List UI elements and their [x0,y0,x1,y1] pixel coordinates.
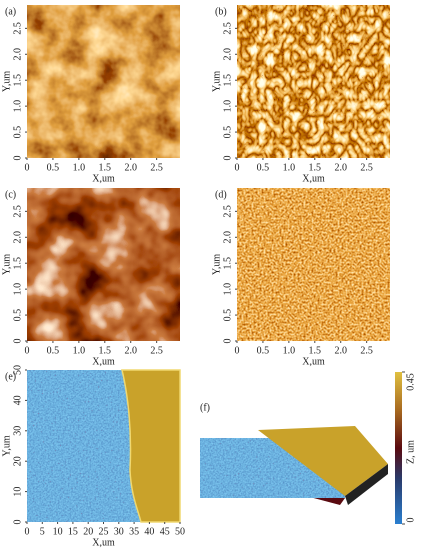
panel-label: (e) [5,371,16,382]
y-tick-label: 0.5 [222,126,233,139]
panel-label: (f) [200,402,210,413]
x-tick-label: 40 [144,526,154,537]
y-tick-label: 2.0 [12,231,23,244]
y-tick-label: 1.5 [222,74,233,87]
slab-edge [345,464,388,505]
x-axis-label: X,um [302,356,325,367]
x-tick-label: 15 [68,526,78,537]
colorbar-tick-label: 0.45 [405,373,416,391]
x-tick-label: 5 [40,526,45,537]
x-tick-label: 2.0 [334,345,347,356]
y-axis-label: Y,um [1,254,12,275]
x-tick-label: 50 [175,526,185,537]
y-tick-label: 2.5 [12,205,23,218]
y-tick-label: 0.5 [12,309,23,322]
x-tick-label: 10 [53,526,63,537]
y-tick-label: 0 [12,339,23,344]
x-axis-label: X,um [302,173,325,184]
x-tick-label: 1.5 [309,162,322,173]
y-tick-label: 2.5 [12,22,23,34]
afm-image [237,188,390,341]
x-axis-label: X,um [92,356,115,367]
panel-label: (b) [215,6,227,17]
y-tick-label: 1.0 [12,100,23,113]
y-tick-label: 0 [12,156,23,161]
y-tick-label: 2.5 [222,22,233,34]
y-tick-label: 1.0 [12,283,23,296]
colorbar-tick-label: 0 [405,518,416,523]
y-tick-label: 10 [12,487,23,497]
colorbar-label: Z, um [405,440,416,464]
y-tick-label: 20 [12,456,23,466]
x-tick-label: 25 [99,526,109,537]
x-tick-label: 0 [25,526,30,537]
x-tick-label: 0.5 [47,162,60,173]
x-tick-label: 0.5 [257,345,270,356]
y-tick-label: 2.0 [222,231,233,244]
x-tick-label: 1.0 [283,345,296,356]
y-tick-label: 40 [12,395,23,405]
colorbar [395,372,402,524]
x-tick-label: 2.5 [150,162,163,173]
x-axis-label: X,um [92,537,115,548]
x-tick-label: 0 [235,162,240,173]
y-tick-label: 1.0 [222,100,233,113]
y-tick-label: 2.5 [222,205,233,218]
x-tick-label: 1.5 [99,162,112,173]
x-tick-label: 0.5 [47,345,60,356]
afm-image [27,5,180,158]
x-tick-label: 45 [160,526,170,537]
x-tick-label: 2.0 [124,162,137,173]
y-tick-label: 0.5 [12,126,23,139]
afm-image [237,5,390,158]
x-tick-label: 35 [129,526,139,537]
x-tick-label: 2.0 [334,162,347,173]
y-tick-label: 0 [222,156,233,161]
panel-label: (c) [5,189,16,200]
y-tick-label: 1.5 [222,257,233,270]
x-tick-label: 1.0 [73,162,86,173]
x-tick-label: 2.5 [360,162,373,173]
y-tick-label: 0 [222,339,233,344]
afm-image [27,188,180,341]
surface-yellow [258,426,388,496]
x-tick-label: 1.0 [283,162,296,173]
x-tick-label: 2.5 [360,345,373,356]
x-tick-label: 0.5 [257,162,270,173]
x-tick-label: 2.5 [150,345,163,356]
y-tick-label: 1.5 [12,74,23,87]
x-axis-label: X,um [92,173,115,184]
panel-label: (a) [5,6,16,17]
y-axis-label: Y,um [1,435,12,456]
x-tick-label: 1.5 [309,345,322,356]
y-tick-label: 0 [12,520,23,525]
y-tick-label: 30 [12,426,23,436]
y-axis-label: Y,um [211,71,222,92]
panel-label: (d) [215,189,227,200]
y-tick-label: 2.0 [12,48,23,61]
x-tick-label: 0 [25,345,30,356]
y-tick-label: 0.5 [222,309,233,322]
x-tick-label: 0 [25,162,30,173]
x-tick-label: 1.5 [99,345,112,356]
x-tick-label: 1.0 [73,345,86,356]
x-tick-label: 2.0 [124,345,137,356]
x-tick-label: 20 [83,526,93,537]
x-tick-label: 0 [235,345,240,356]
y-tick-label: 1.5 [12,257,23,270]
y-tick-label: 50 [12,365,23,375]
y-tick-label: 1.0 [222,283,233,296]
x-tick-label: 30 [114,526,124,537]
yellow-region [121,369,181,523]
y-axis-label: Y,um [211,254,222,275]
y-axis-label: Y,um [1,71,12,92]
y-tick-label: 2.0 [222,48,233,61]
